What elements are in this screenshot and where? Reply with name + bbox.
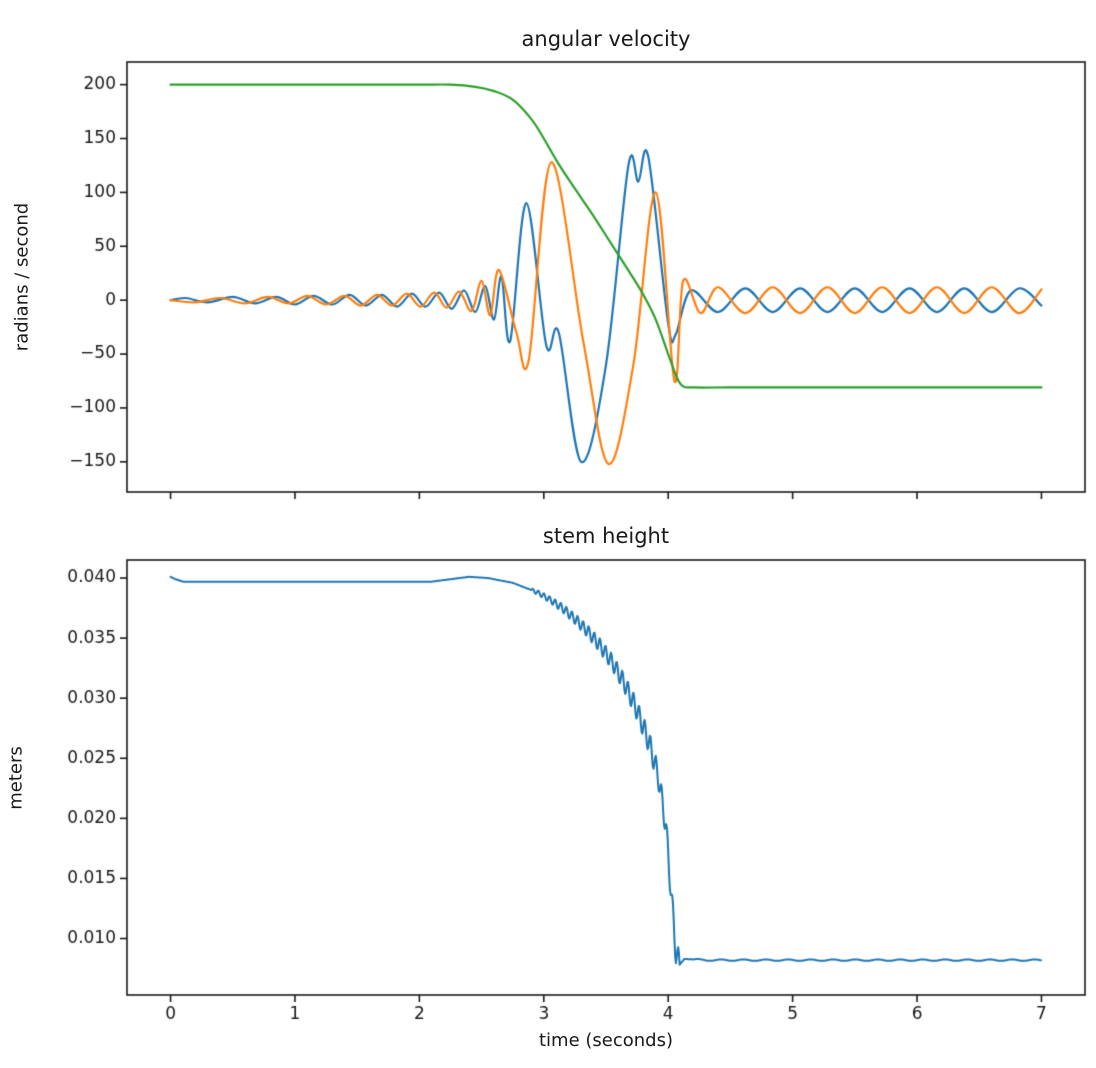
chart-title-stem-height: stem height: [542, 524, 670, 548]
y-axis-label-meters: meters: [5, 746, 27, 810]
y-axis-label-radians-per-second: radians / second: [11, 202, 33, 352]
chart-title-angular-velocity: angular velocity: [521, 27, 691, 51]
x-axis-label-time-seconds: time (seconds): [538, 1030, 673, 1051]
